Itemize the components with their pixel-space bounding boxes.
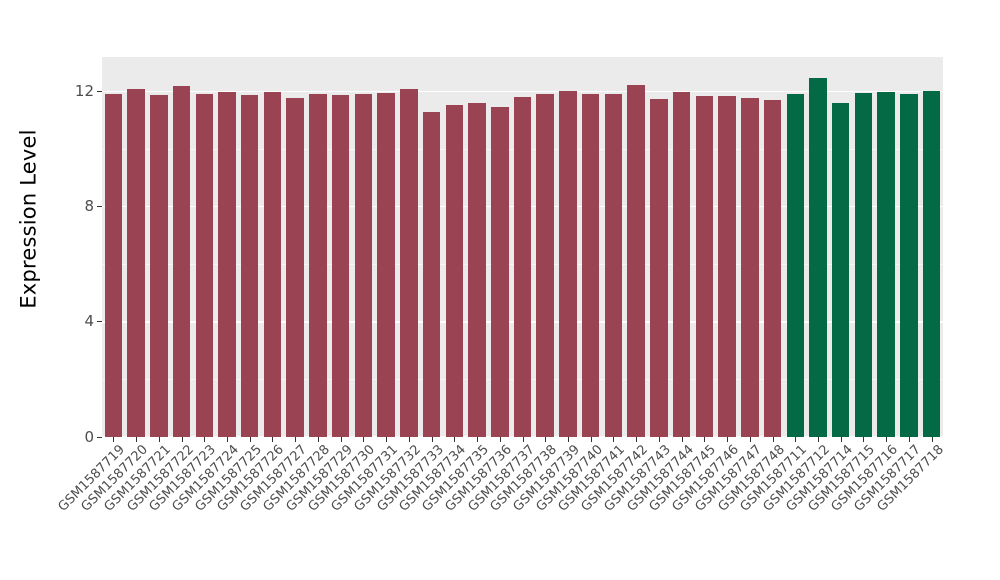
y-axis-tick-mark bbox=[97, 321, 102, 323]
y-axis-tick-mark bbox=[97, 206, 102, 208]
y-axis-title-label: Expression Level bbox=[17, 128, 41, 309]
bar bbox=[331, 95, 350, 437]
bar bbox=[559, 90, 577, 437]
x-axis-tick-mark bbox=[863, 437, 865, 442]
x-axis-tick-mark bbox=[772, 437, 774, 442]
y-axis-tick-label: 12 bbox=[74, 82, 94, 101]
bar bbox=[786, 93, 804, 437]
bar bbox=[695, 95, 714, 437]
x-axis-tick-mark bbox=[454, 437, 456, 442]
bar bbox=[104, 93, 123, 437]
bar bbox=[127, 89, 145, 437]
bar bbox=[513, 96, 532, 437]
bar bbox=[831, 102, 850, 437]
bar bbox=[604, 94, 623, 437]
x-axis-ticks bbox=[102, 437, 943, 442]
x-axis-tick-mark bbox=[363, 437, 365, 442]
x-axis-tick-mark bbox=[567, 437, 569, 442]
x-axis-tick-mark bbox=[636, 437, 638, 442]
y-axis-tick-label: 8 bbox=[84, 197, 94, 216]
gridline-major bbox=[102, 90, 943, 93]
x-axis-tick-mark bbox=[727, 437, 729, 442]
x-axis-tick-mark bbox=[658, 437, 660, 442]
x-axis-tick-mark bbox=[249, 437, 251, 442]
x-axis-tick-mark bbox=[181, 437, 183, 442]
y-axis-tick-label: 4 bbox=[84, 312, 94, 331]
bar bbox=[491, 106, 509, 437]
bar bbox=[581, 94, 600, 437]
x-axis-tick-mark bbox=[817, 437, 819, 442]
x-axis-tick-mark bbox=[227, 437, 228, 442]
bar bbox=[218, 91, 236, 437]
bar bbox=[309, 93, 327, 437]
bar bbox=[422, 111, 441, 437]
x-axis-tick-mark bbox=[590, 437, 592, 442]
bar bbox=[400, 88, 418, 437]
x-axis-tick-mark bbox=[113, 437, 115, 442]
bar bbox=[718, 95, 736, 437]
bar bbox=[286, 97, 304, 437]
x-axis-tick-mark bbox=[908, 437, 910, 442]
plot-panel bbox=[102, 57, 943, 437]
x-axis-tick-mark bbox=[886, 437, 888, 442]
x-axis-tick-mark bbox=[272, 437, 274, 442]
bar bbox=[445, 104, 464, 437]
bar bbox=[900, 93, 918, 437]
x-axis-tick-mark bbox=[477, 437, 479, 442]
bar bbox=[650, 98, 668, 437]
bar bbox=[150, 95, 168, 437]
y-axis-tick-mark bbox=[97, 436, 102, 438]
x-axis-tick-mark bbox=[522, 437, 524, 442]
x-axis-tick-mark bbox=[408, 437, 410, 442]
bar bbox=[240, 95, 259, 437]
bar bbox=[536, 93, 554, 437]
x-axis-tick-mark bbox=[340, 437, 342, 442]
bar bbox=[809, 77, 827, 437]
bar bbox=[854, 93, 873, 437]
bar bbox=[377, 93, 395, 437]
bar bbox=[354, 93, 373, 437]
x-axis-tick-mark bbox=[795, 437, 797, 442]
x-axis-tick-mark bbox=[295, 437, 297, 442]
y-axis-title: Expression Level bbox=[0, 0, 58, 437]
x-axis-tick-mark bbox=[545, 437, 547, 442]
y-axis-tick-mark bbox=[97, 91, 102, 93]
bar bbox=[195, 93, 214, 437]
x-axis-tick-mark bbox=[386, 437, 388, 442]
x-axis-tick-mark bbox=[749, 437, 751, 442]
x-axis-tick-mark bbox=[158, 437, 160, 442]
y-axis-tick-label: 0 bbox=[84, 427, 94, 446]
bar bbox=[922, 90, 941, 437]
x-axis-tick-mark bbox=[704, 437, 706, 442]
x-axis-tick-mark bbox=[317, 437, 319, 442]
bar bbox=[763, 99, 782, 437]
bar bbox=[672, 92, 691, 437]
bar bbox=[877, 92, 895, 437]
bar bbox=[468, 102, 486, 437]
x-axis-tick-mark bbox=[499, 437, 501, 442]
bar bbox=[172, 86, 191, 437]
bar bbox=[627, 85, 645, 437]
bar bbox=[741, 97, 759, 437]
x-axis-tick-mark bbox=[613, 437, 615, 442]
x-axis-tick-mark bbox=[136, 437, 138, 442]
x-axis-tick-mark bbox=[840, 437, 842, 442]
x-axis-tick-mark bbox=[931, 437, 933, 442]
y-axis: 0 4 8 12 bbox=[58, 0, 102, 580]
x-axis-tick-mark bbox=[431, 437, 433, 442]
x-axis-tick-mark bbox=[681, 437, 683, 442]
x-axis-labels: GSM1587719 GSM1587720 GSM1587721 GSM1587722… bbox=[56, 442, 947, 573]
x-axis-tick-mark bbox=[204, 437, 206, 442]
bar bbox=[263, 91, 282, 437]
